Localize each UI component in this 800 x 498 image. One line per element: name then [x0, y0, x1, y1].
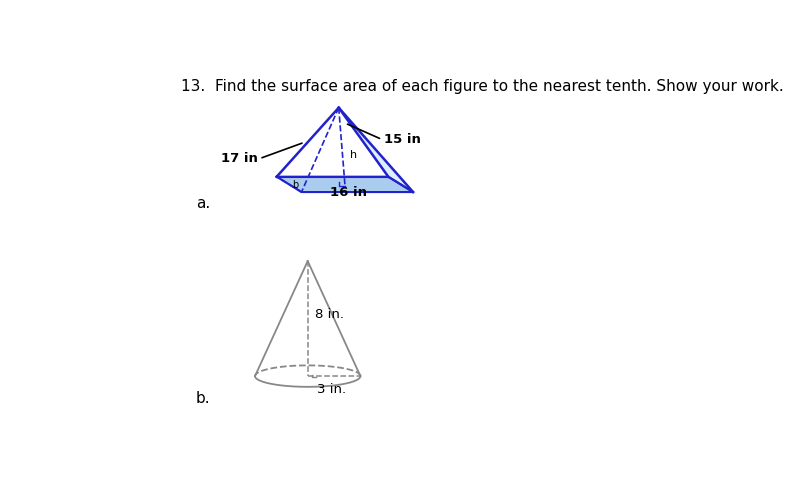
Text: b.: b. [196, 391, 210, 406]
Text: 3 in.: 3 in. [317, 383, 346, 396]
Text: 8 in.: 8 in. [315, 308, 344, 321]
Text: h: h [350, 150, 357, 160]
Polygon shape [277, 177, 413, 192]
Polygon shape [277, 108, 388, 177]
Polygon shape [338, 108, 413, 192]
Text: 15 in: 15 in [384, 133, 421, 146]
Text: b: b [292, 180, 298, 190]
Text: 16 in: 16 in [330, 186, 366, 199]
Text: a.: a. [196, 196, 210, 211]
Text: 13.  Find the surface area of each figure to the nearest tenth. Show your work.: 13. Find the surface area of each figure… [181, 79, 783, 94]
Text: 17 in: 17 in [222, 152, 258, 165]
